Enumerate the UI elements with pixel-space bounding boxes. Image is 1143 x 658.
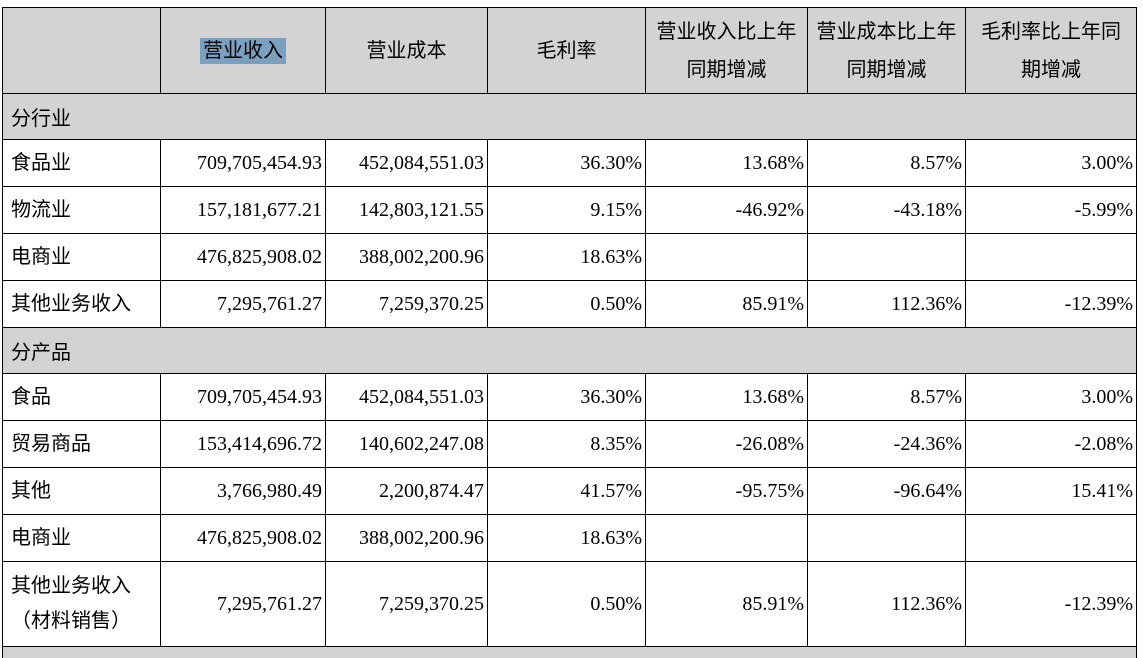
- cell-revenue-change: 13.68%: [645, 139, 808, 187]
- cell-cost-change: -24.36%: [807, 420, 966, 468]
- cell-revenue-change: 85.91%: [645, 561, 808, 647]
- table-row: 贸易商品 153,414,696.72 140,602,247.08 8.35%…: [2, 420, 1137, 468]
- header-revenue: 营业收入: [160, 7, 326, 94]
- cell-cost: 388,002,200.96: [325, 233, 488, 281]
- cell-cost-change: 112.36%: [807, 280, 966, 328]
- cell-cost: 142,803,121.55: [325, 186, 488, 234]
- cell-revenue-change: 13.68%: [645, 373, 808, 421]
- cell-cost-change: 112.36%: [807, 561, 966, 647]
- cell-margin: 8.35%: [487, 420, 646, 468]
- header-revenue-change: 营业收入比上年 同期增减: [645, 7, 808, 94]
- cell-revenue: 157,181,677.21: [160, 186, 326, 234]
- cell-revenue-change: -95.75%: [645, 467, 808, 515]
- row-label: 食品业: [2, 139, 161, 187]
- cell-cost: 7,259,370.25: [325, 280, 488, 328]
- cell-revenue: 709,705,454.93: [160, 139, 326, 187]
- cell-margin-change: -12.39%: [965, 561, 1137, 647]
- cell-cost-change: -43.18%: [807, 186, 966, 234]
- cell-margin: 18.63%: [487, 233, 646, 281]
- row-label: 电商业: [2, 514, 161, 562]
- row-label: 食品: [2, 373, 161, 421]
- row-label: 其他业务收入: [2, 280, 161, 328]
- table-row: 其他业务收入 7,295,761.27 7,259,370.25 0.50% 8…: [2, 280, 1137, 328]
- cell-cost-change: [807, 233, 966, 281]
- section-header-partial: [2, 646, 1137, 658]
- cell-revenue-change: -46.92%: [645, 186, 808, 234]
- cell-revenue: 476,825,908.02: [160, 233, 326, 281]
- cell-revenue: 476,825,908.02: [160, 514, 326, 562]
- cell-margin-change: 3.00%: [965, 373, 1137, 421]
- table-row: 其他 3,766,980.49 2,200,874.47 41.57% -95.…: [2, 467, 1137, 515]
- cell-margin: 0.50%: [487, 561, 646, 647]
- table-row: 食品 709,705,454.93 452,084,551.03 36.30% …: [2, 373, 1137, 421]
- cell-margin: 18.63%: [487, 514, 646, 562]
- cell-margin: 9.15%: [487, 186, 646, 234]
- cell-margin: 36.30%: [487, 373, 646, 421]
- cell-cost: 140,602,247.08: [325, 420, 488, 468]
- cell-revenue-change: -26.08%: [645, 420, 808, 468]
- cell-revenue: 709,705,454.93: [160, 373, 326, 421]
- cell-revenue: 3,766,980.49: [160, 467, 326, 515]
- table-row: 电商业 476,825,908.02 388,002,200.96 18.63%: [2, 233, 1137, 281]
- header-cost-change: 营业成本比上年 同期增减: [807, 7, 966, 94]
- cell-cost: 452,084,551.03: [325, 139, 488, 187]
- cell-cost: 452,084,551.03: [325, 373, 488, 421]
- cell-revenue-change: 85.91%: [645, 280, 808, 328]
- row-label: 其他: [2, 467, 161, 515]
- cell-margin-change: [965, 514, 1137, 562]
- financial-breakdown-table: 营业收入 营业成本 毛利率 营业收入比上年 同期增减 营业成本比上年 同期增减 …: [2, 7, 1137, 658]
- cell-cost: 7,259,370.25: [325, 561, 488, 647]
- cell-margin: 41.57%: [487, 467, 646, 515]
- cell-cost-change: 8.57%: [807, 139, 966, 187]
- cell-margin-change: -5.99%: [965, 186, 1137, 234]
- section-header-by-industry: 分行业: [2, 93, 1137, 140]
- cell-revenue: 7,295,761.27: [160, 280, 326, 328]
- row-label: 贸易商品: [2, 420, 161, 468]
- table-row: 食品业 709,705,454.93 452,084,551.03 36.30%…: [2, 139, 1137, 187]
- cell-margin: 0.50%: [487, 280, 646, 328]
- cell-margin-change: -12.39%: [965, 280, 1137, 328]
- cell-cost-change: -96.64%: [807, 467, 966, 515]
- table-row: 物流业 157,181,677.21 142,803,121.55 9.15% …: [2, 186, 1137, 234]
- row-label: 其他业务收入 （材料销售）: [2, 561, 161, 647]
- row-label: 电商业: [2, 233, 161, 281]
- table-row: 其他业务收入 （材料销售） 7,295,761.27 7,259,370.25 …: [2, 561, 1137, 647]
- cell-cost: 2,200,874.47: [325, 467, 488, 515]
- header-margin: 毛利率: [487, 7, 646, 94]
- cell-cost: 388,002,200.96: [325, 514, 488, 562]
- cell-revenue-change: [645, 514, 808, 562]
- cell-margin-change: [965, 233, 1137, 281]
- header-blank: [2, 7, 161, 94]
- header-cost: 营业成本: [325, 7, 488, 94]
- cell-margin-change: 3.00%: [965, 139, 1137, 187]
- cell-margin-change: -2.08%: [965, 420, 1137, 468]
- header-margin-change: 毛利率比上年同 期增减: [965, 7, 1137, 94]
- cell-cost-change: [807, 514, 966, 562]
- row-label: 物流业: [2, 186, 161, 234]
- header-row: 营业收入 营业成本 毛利率 营业收入比上年 同期增减 营业成本比上年 同期增减 …: [2, 7, 1137, 94]
- cell-cost-change: 8.57%: [807, 373, 966, 421]
- section-header-by-product: 分产品: [2, 327, 1137, 374]
- table-row: 电商业 476,825,908.02 388,002,200.96 18.63%: [2, 514, 1137, 562]
- section-label: 分产品: [2, 327, 1137, 374]
- section-label: 分行业: [2, 93, 1137, 140]
- selected-text-revenue[interactable]: 营业收入: [200, 37, 286, 64]
- cell-revenue: 7,295,761.27: [160, 561, 326, 647]
- cell-margin-change: 15.41%: [965, 467, 1137, 515]
- section-label: [2, 646, 1137, 658]
- cell-revenue-change: [645, 233, 808, 281]
- cell-margin: 36.30%: [487, 139, 646, 187]
- cell-revenue: 153,414,696.72: [160, 420, 326, 468]
